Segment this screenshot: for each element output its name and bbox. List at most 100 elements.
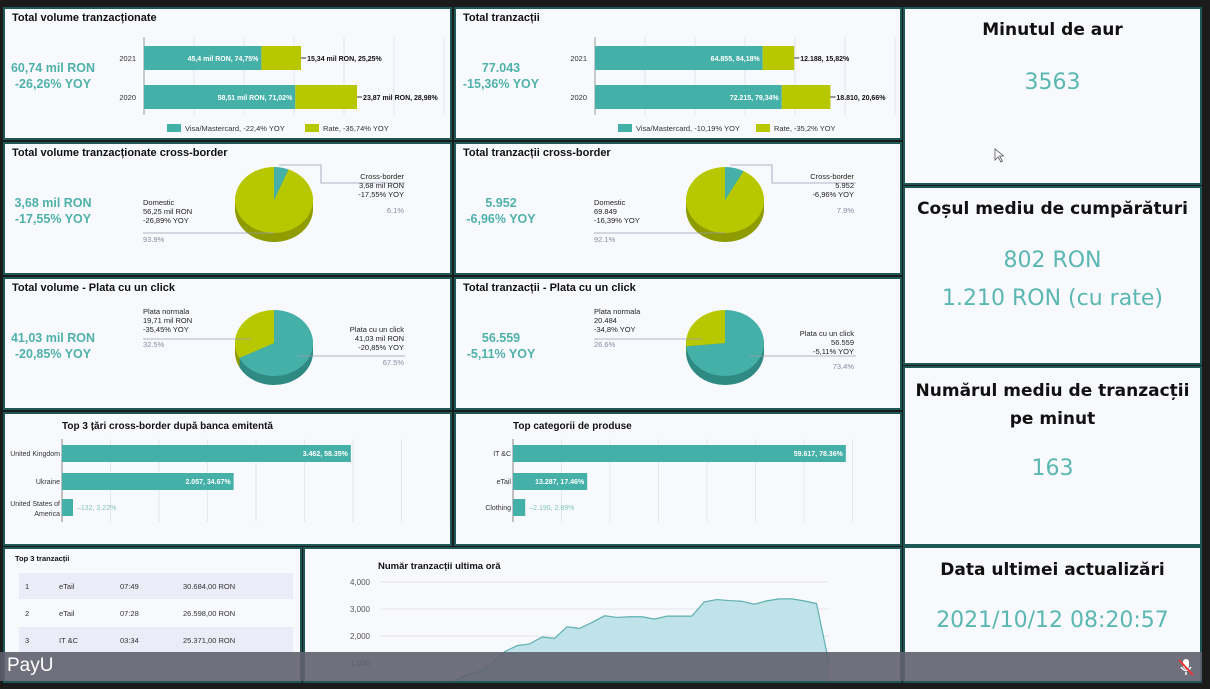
pie-pct-left: 93.9%	[143, 235, 165, 244]
category-label: IT &C	[493, 451, 511, 458]
kpi-value: 56.559	[481, 331, 521, 345]
bar	[513, 499, 526, 516]
kpi-avg-transactions-per-minute: Numărul mediu de tranzacții pe minut 163	[903, 366, 1202, 546]
category-label: 2021	[570, 54, 587, 63]
pie-slice-domestic	[686, 167, 764, 233]
bar	[62, 473, 234, 490]
panel-total-transactions: Total tranzacții 77.043 -15,36% YOY 2021…	[454, 7, 902, 140]
table-row[interactable]: 3 IT &C 03:34 25.371,00 RON	[19, 627, 293, 653]
muted-microphone-icon	[1178, 659, 1194, 676]
bar-label: 59.617, 78.36%	[794, 451, 844, 458]
pie-slice-domestic	[234, 167, 313, 233]
pie-label-right: Cross-border 3,68 mil RON -17,55% YOY	[358, 172, 404, 199]
panel-pie: Total volume tranzacționate cross-border…	[3, 142, 452, 275]
kpi-yoy: -6,96% YOY	[466, 212, 536, 226]
pie-label-left: Plata normala 20.484 -34,8% YOY	[594, 307, 641, 334]
bar-label: 18.810, 20,66%	[836, 95, 886, 102]
pie-chart	[143, 310, 405, 385]
bar-segment-visa	[595, 46, 763, 70]
category-label: Ukraine	[36, 479, 60, 486]
pie-pct-right: 6.1%	[386, 206, 404, 215]
bar-label: –2.190, 2.89%	[529, 505, 574, 512]
bar-label: 64.855, 84,18%	[711, 56, 761, 63]
category-label: 2020	[570, 93, 587, 102]
pie-label-right: Plata cu un click 56.559 -5,11% YOY	[799, 329, 854, 356]
bar-segment-rate	[762, 46, 795, 70]
bar	[62, 499, 74, 516]
legend-swatch	[167, 124, 181, 132]
panel-title: Total tranzacții cross-border	[463, 147, 611, 159]
bar-segment-rate	[781, 85, 831, 109]
pie-chart	[143, 164, 405, 242]
participant-name-bar: PayU	[0, 652, 1202, 681]
kpi-golden-minute: Minutul de aur 3563	[903, 7, 1202, 185]
pie-label-left: Domestic 69.849 -16,39% YOY	[594, 198, 640, 225]
bar-label: 2.057, 34.67%	[185, 479, 231, 486]
panel-title: Total tranzacții	[463, 12, 540, 24]
category-label: America	[34, 511, 60, 518]
table-row[interactable]: 1 eTail 07:49 30.684,00 RON	[19, 573, 293, 599]
leader-line	[279, 164, 405, 184]
y-tick-label: 4,000	[350, 578, 371, 587]
kpi-title: Coșul mediu de cumpărături	[917, 199, 1188, 219]
bar	[513, 473, 588, 490]
legend-label: Rate, -35,2% YOY	[774, 124, 836, 133]
kpi-title: Data ultimei actualizări	[940, 560, 1165, 580]
pie-chart	[594, 164, 856, 242]
kpi-title: Numărul mediu de tranzacții pe minut	[915, 381, 1190, 429]
leader-line	[730, 164, 856, 184]
bar-label: 58,51 mil RON, 71,02%	[218, 95, 293, 102]
bar-label: 45,4 mil RON, 74,75%	[188, 56, 260, 63]
pie-slice-cross-border	[725, 167, 744, 200]
stacked-bar-chart: 2021 64.855, 84,18% 12.188, 15,82% 2020 72.2…	[570, 37, 896, 133]
kpi-value: 5.952	[485, 196, 517, 210]
pie-pct-left: 92.1%	[594, 235, 616, 244]
bar-chart: United Kingdom 3.462, 58.35% Ukraine 2.057,…	[10, 439, 450, 522]
kpi-yoy: -20,85% YOY	[14, 347, 92, 361]
panel-title: Total tranzacții - Plata cu un click	[463, 282, 636, 294]
pie-chart	[594, 310, 856, 385]
pie-label-right: Cross-border 5.952 -6,96% YOY	[810, 172, 854, 199]
panel-top-categories: Top categorii de produse IT &C 59.617, 78…	[454, 412, 902, 546]
kpi-value: 3563	[1024, 70, 1081, 95]
bar-label: –132, 2.22%	[77, 505, 116, 512]
bar-segment-visa	[144, 46, 262, 70]
pie-slice-plata-normala	[686, 310, 725, 347]
table-row[interactable]: 2 eTail 07:28 26.598,00 RON	[25, 609, 236, 618]
kpi-value: 77.043	[481, 61, 521, 75]
legend-swatch	[305, 124, 319, 132]
pie-label-left: Plata normala 19,71 mil RON -35,45% YOY	[143, 307, 193, 334]
panel-title: Top 3 tranzacții	[15, 554, 70, 563]
kpi-yoy: -5,11% YOY	[466, 347, 536, 361]
panel-pie: Total tranzacții - Plata cu un click 56.…	[454, 277, 902, 410]
panel-title: Total volume tranzacționate	[12, 12, 157, 24]
legend-label: Visa/Mastercard, -22,4% YOY	[185, 124, 285, 133]
kpi-yoy: -15,36% YOY	[462, 77, 540, 91]
pie-pct-left: 26.6%	[594, 340, 616, 349]
pie-slice-cross-border	[274, 167, 289, 200]
kpi-value: 60,74 mil RON	[10, 61, 96, 75]
y-tick-label: 3,000	[350, 605, 371, 614]
bar	[62, 445, 351, 462]
panel-title: Top categorii de produse	[513, 421, 632, 432]
bar-label: 13.287, 17.46%	[535, 479, 585, 486]
bar-chart: IT &C 59.617, 78.36% eTail 13.287, 17.46% Cl…	[485, 439, 853, 522]
category-label: 2021	[119, 54, 136, 63]
bar-label: 72.215, 79,34%	[730, 95, 780, 102]
pie-pct-right: 7.9%	[836, 206, 854, 215]
legend-swatch	[618, 124, 632, 132]
category-label: Clothing	[485, 505, 511, 512]
mouse-cursor-icon	[994, 148, 1005, 163]
pie-label-right: Plata cu un click 41,03 mil RON -20,85% YO…	[349, 325, 404, 352]
pie-slice-plata-cu-un-click	[686, 310, 764, 376]
bar-label: 15,34 mil RON, 25,25%	[307, 56, 382, 63]
y-tick-label: 2,000	[350, 632, 371, 641]
kpi-value: 2021/10/12 08:20:57	[936, 608, 1169, 633]
panel-title: Total volume tranzacționate cross-border	[12, 147, 228, 159]
area-line	[454, 598, 830, 681]
kpi-yoy: -26,26% YOY	[14, 77, 92, 91]
pie-pct-right: 73.4%	[832, 362, 854, 371]
kpi-yoy: -17,55% YOY	[14, 212, 92, 226]
bar	[513, 445, 846, 462]
panel-total-volume: Total volume tranzacționate 60,74 mil RO…	[3, 7, 452, 140]
